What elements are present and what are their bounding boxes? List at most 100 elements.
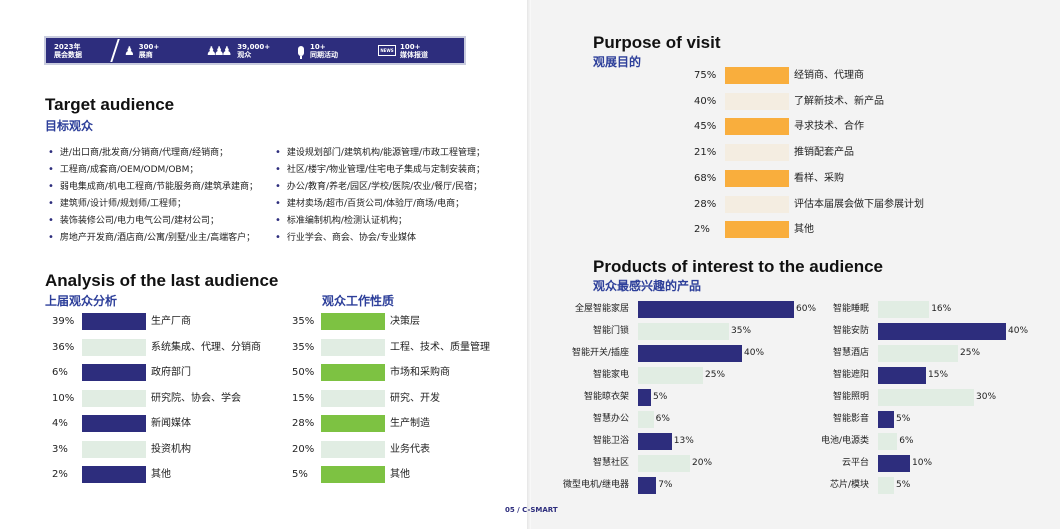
chart-bar — [321, 313, 385, 330]
chart-bar — [878, 345, 958, 362]
category-label: 智慧社区 — [592, 458, 629, 468]
data-label: 10% — [912, 458, 933, 468]
chart-bar — [638, 301, 794, 318]
data-label: 68% — [694, 172, 717, 184]
chart-row: 36% 系统集成、代理、分销商 — [52, 338, 282, 356]
data-label: 40% — [694, 95, 717, 107]
category-label: 业务代表 — [390, 443, 430, 455]
data-label: 35% — [292, 316, 315, 327]
chart-bar — [638, 389, 651, 406]
category-label: 评估本届展会做下届参展计划 — [794, 198, 924, 210]
data-label: 2% — [694, 224, 710, 236]
chart-row: 6% 政府部门 — [52, 364, 282, 381]
people-icon: ♟ — [124, 43, 135, 58]
data-label: 35% — [731, 326, 752, 336]
category-label: 决策层 — [390, 316, 420, 327]
chart-bar — [878, 433, 898, 450]
list-item: 办公/教育/养老/园区/学校/医院/农业/餐厅/民宿； — [275, 178, 485, 195]
data-label: 6% — [52, 367, 68, 378]
category-label: 投资机构 — [151, 443, 191, 455]
data-label: 5% — [896, 414, 911, 424]
chart-bar — [638, 433, 672, 450]
target-list-left: 进/出口商/批发商/分销商/代理商/经销商； 工程商/成套商/OEM/ODM/O… — [48, 144, 258, 246]
list-item: 弱电集成商/机电工程商/节能服务商/建筑承建商； — [48, 178, 258, 195]
list-item: 标准编制机构/检测认证机构； — [275, 212, 485, 229]
data-label: 60% — [796, 304, 817, 314]
chart-row: 10% 研究院、协会、学会 — [52, 389, 282, 407]
category-label: 智能晾衣架 — [583, 392, 629, 402]
chart-bar — [82, 466, 146, 483]
chart-row: 28% 生产制造 — [292, 415, 522, 432]
chart-bar — [638, 367, 703, 384]
stat-value: 10+ — [310, 42, 326, 51]
category-label: 生产厂商 — [151, 316, 191, 327]
chart-bar — [321, 338, 385, 356]
microphone-icon — [298, 45, 304, 59]
chart-row: 50% 市场和采购商 — [292, 364, 522, 381]
right-page — [530, 0, 1060, 529]
data-label: 20% — [692, 458, 713, 468]
category-label: 智慧办公 — [592, 414, 629, 424]
category-label: 智能睡眠 — [832, 304, 869, 314]
chart-bar — [878, 477, 894, 494]
stat-label: 观众 — [237, 50, 252, 59]
chart-row: 75% 经销商、代理商 — [694, 67, 974, 84]
stat-value: 100+ — [400, 42, 421, 51]
chart-row: 35% 决策层 — [292, 313, 522, 330]
category-label: 工程、技术、质量管理 — [390, 341, 490, 353]
category-label: 系统集成、代理、分销商 — [151, 341, 261, 353]
stat-label: 展商 — [138, 50, 153, 59]
chart-bar — [638, 455, 690, 472]
crowd-icon: ♟♟♟ — [206, 43, 232, 58]
analysis-title: Analysis of the last audience — [45, 271, 279, 290]
category-label: 生产制造 — [390, 418, 430, 429]
stat-label: 媒体报道 — [400, 50, 428, 59]
category-label: 了解新技术、新产品 — [794, 95, 884, 107]
chart-bar — [725, 221, 789, 239]
category-label: 智慧酒店 — [832, 348, 869, 358]
category-label: 政府部门 — [151, 367, 191, 378]
data-label: 13% — [673, 436, 694, 446]
list-item: 装饰装修公司/电力电气公司/建材公司； — [48, 212, 258, 229]
data-label: 3% — [52, 443, 68, 455]
products-subtitle: 观众最感兴趣的产品 — [593, 279, 702, 293]
data-label: 5% — [653, 392, 668, 402]
chart-row: 3% 投资机构 — [52, 440, 282, 458]
data-label: 20% — [292, 443, 315, 455]
target-subtitle: 目标观众 — [45, 119, 94, 133]
list-item: 房地产开发商/酒店商/公寓/别墅/业主/高端客户； — [48, 229, 258, 246]
chart-bar — [878, 301, 930, 318]
chart-row: 28% 评估本届展会做下届参展计划 — [694, 195, 974, 213]
chart-bar — [321, 364, 385, 381]
category-label: 推销配套产品 — [794, 147, 854, 159]
data-label: 39% — [52, 316, 75, 327]
chart-row: 21% 推销配套产品 — [694, 144, 974, 162]
chart-bar — [82, 415, 146, 432]
data-label: 10% — [52, 392, 75, 404]
stats-year: 2023年 展会数据 — [46, 43, 106, 59]
chart-bar — [878, 323, 1006, 340]
chart-bar — [321, 440, 385, 458]
chart-row: 39% 生产厂商 — [52, 313, 282, 330]
chart-row: 4% 新闻媒体 — [52, 415, 282, 432]
stat-events: 10+ 同期活动 — [296, 43, 378, 59]
chart-bar — [321, 415, 385, 432]
chart-bar — [82, 313, 146, 330]
chart-bar — [725, 92, 789, 110]
data-label: 4% — [52, 418, 68, 429]
category-label: 微型电机/继电器 — [562, 480, 629, 490]
chart-bar — [725, 169, 789, 187]
chart-bar — [638, 345, 742, 362]
stats-year-label: 2023年 — [54, 42, 81, 51]
chart-row: 45% 寻求技术、合作 — [694, 118, 974, 136]
data-label: 28% — [694, 198, 717, 210]
news-icon: NEWS — [378, 45, 396, 56]
chart-bar — [638, 323, 729, 340]
data-label: 35% — [292, 341, 315, 353]
data-label: 15% — [292, 392, 315, 404]
data-label: 36% — [52, 341, 75, 353]
page-gutter — [527, 0, 531, 529]
stat-visitors: ♟♟♟ 39,000+ 观众 — [206, 43, 296, 59]
stats-divider — [106, 37, 124, 64]
category-label: 智能照明 — [832, 392, 869, 402]
